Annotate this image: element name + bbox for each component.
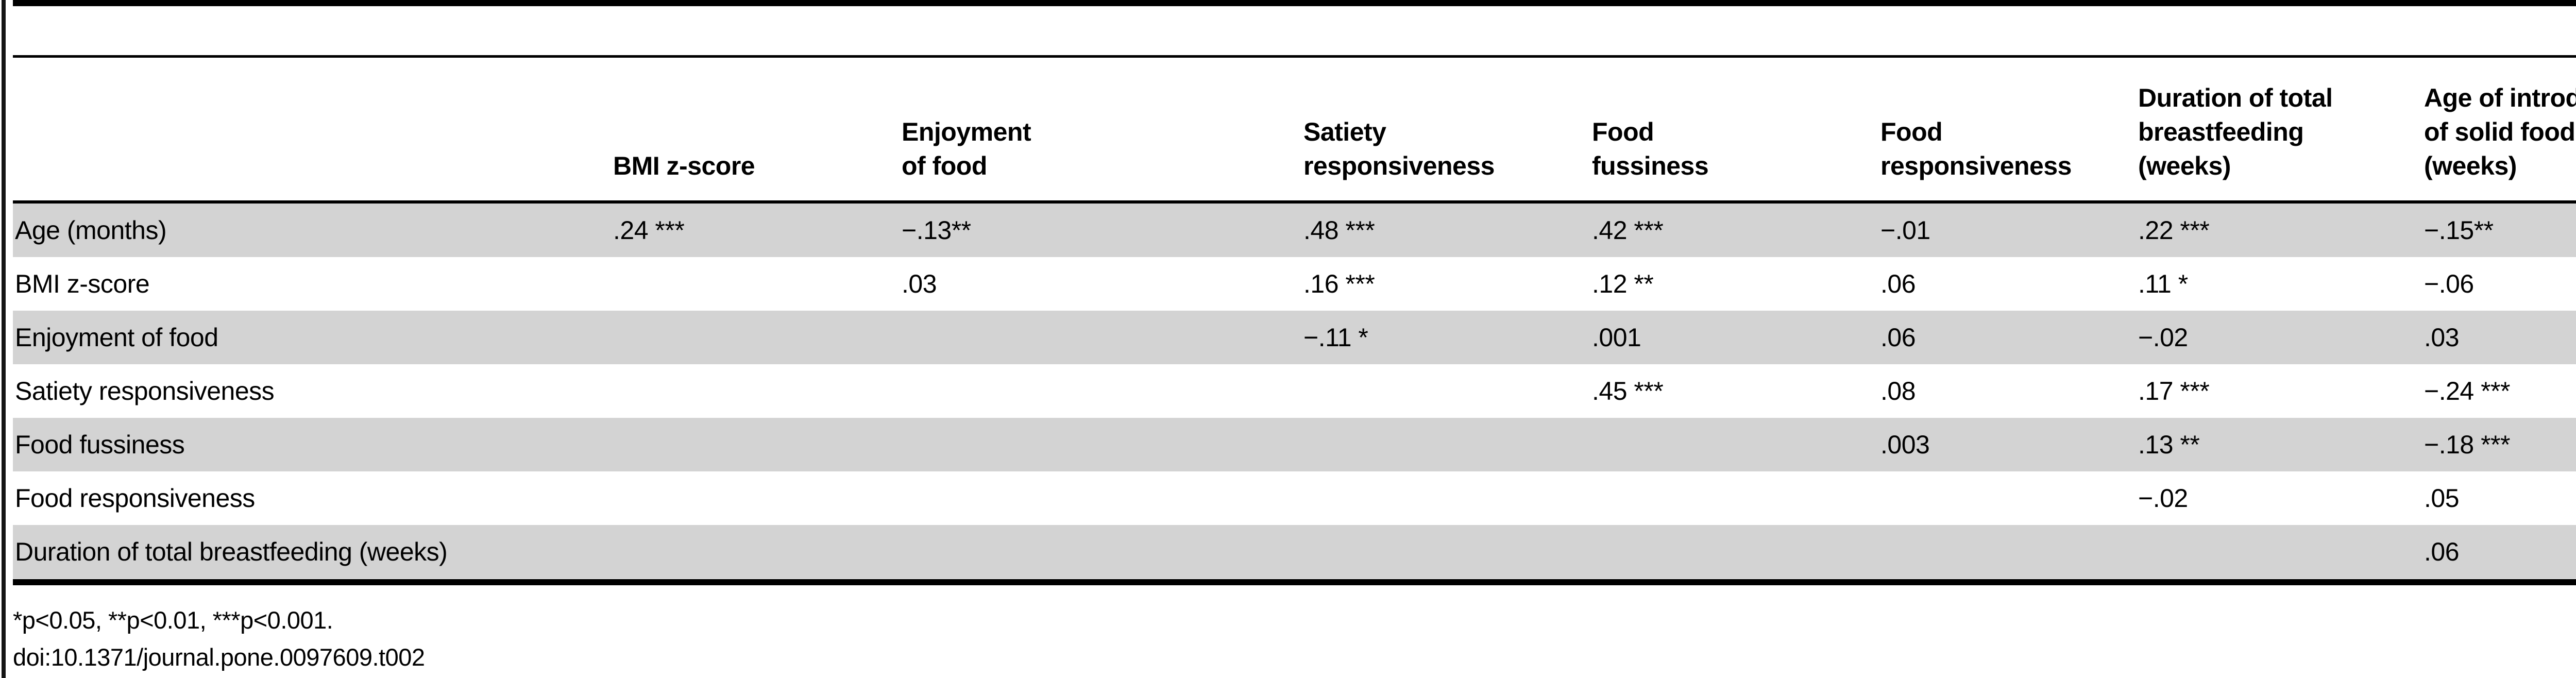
column-headers: BMI z-score Enjoyment of food Satiety resp…	[13, 6, 2576, 200]
table-row: Duration of total breastfeeding (weeks).…	[13, 525, 2576, 579]
table-bottom-rule	[13, 579, 2576, 585]
caption-rule	[13, 55, 2576, 58]
correlation-value: .24 ***	[613, 216, 685, 245]
row-label: Duration of total breastfeeding (weeks)	[15, 537, 448, 566]
correlation-value: .03	[2424, 323, 2460, 352]
table-row: Enjoyment of food −.11 * .001 .06 −.02 .03	[13, 311, 2576, 364]
column-header: Satiety responsiveness	[1303, 117, 1495, 180]
correlation-value: .001	[1592, 323, 1641, 352]
correlation-value: .05	[2424, 484, 2460, 513]
correlation-value: .003	[1880, 430, 1930, 459]
correlation-value: .42 ***	[1592, 216, 1664, 245]
correlation-value: .16 ***	[1303, 269, 1375, 298]
table-row: Age (months) .24 *** −.13** .48 *** .42 *** −…	[13, 204, 2576, 257]
correlation-value: .11 *	[2138, 269, 2188, 298]
doi-note: doi:10.1371/journal.pone.0097609.t002	[13, 643, 425, 671]
column-header: BMI z-score	[613, 151, 755, 180]
column-header: Duration of total breastfeeding (weeks)	[2138, 83, 2333, 180]
correlation-value: .06	[2424, 537, 2460, 566]
row-label: BMI z-score	[15, 269, 150, 298]
table-row: BMI z-score .03 .16 *** .12 ** .06 .11 * −.06	[13, 257, 2576, 311]
row-label: Food fussiness	[15, 430, 185, 459]
column-header: Food fussiness	[1592, 117, 1709, 180]
column-header: Food responsiveness	[1880, 117, 2072, 180]
correlation-value: .22 ***	[2138, 216, 2210, 245]
correlation-value: .03	[902, 269, 937, 298]
correlation-value: .17 ***	[2138, 377, 2210, 405]
correlation-value: −.11 *	[1303, 323, 1368, 352]
row-label: Age (months)	[15, 216, 167, 245]
column-header: Age of introduction of solid food (weeks…	[2424, 83, 2576, 180]
correlation-value: −.06	[2424, 269, 2474, 298]
correlation-value: −.02	[2138, 484, 2188, 513]
correlation-value: .06	[1880, 323, 1916, 352]
correlation-value: .06	[1880, 269, 1916, 298]
row-label: Food responsiveness	[15, 484, 255, 513]
table-top-rule	[13, 0, 2576, 6]
table-row: Satiety responsiveness .45 *** .08 .17 *** −…	[13, 364, 2576, 418]
correlation-value: .08	[1880, 377, 1916, 405]
correlation-value: −.01	[1880, 216, 1930, 245]
correlation-value: .48 ***	[1303, 216, 1375, 245]
row-label: Enjoyment of food	[15, 323, 218, 352]
correlation-value: .13 **	[2138, 430, 2200, 459]
footnotes: *p<0.05, **p<0.01, ***p<0.001. doi:10.13…	[13, 602, 425, 676]
correlation-value: −.15**	[2424, 216, 2494, 245]
page-column-rule	[2, 0, 6, 678]
correlation-value: −.02	[2138, 323, 2188, 352]
table-row: Food responsiveness −.02 .05	[13, 471, 2576, 525]
row-label: Satiety responsiveness	[15, 377, 275, 405]
correlation-table-body: Age (months) .24 *** −.13** .48 *** .42 *** −…	[13, 204, 2576, 579]
significance-note: *p<0.05, **p<0.01, ***p<0.001.	[13, 606, 333, 634]
correlation-value: .12 **	[1592, 269, 1654, 298]
correlation-value: −.13**	[902, 216, 971, 245]
correlation-value: −.24 ***	[2424, 377, 2510, 405]
column-header: Enjoyment of food	[902, 117, 1031, 180]
correlation-value: −.18 ***	[2424, 430, 2510, 459]
header-bottom-rule	[13, 200, 2576, 204]
table-row: Food fussiness .003 .13 ** −.18 ***	[13, 418, 2576, 471]
correlation-value: .45 ***	[1592, 377, 1664, 405]
